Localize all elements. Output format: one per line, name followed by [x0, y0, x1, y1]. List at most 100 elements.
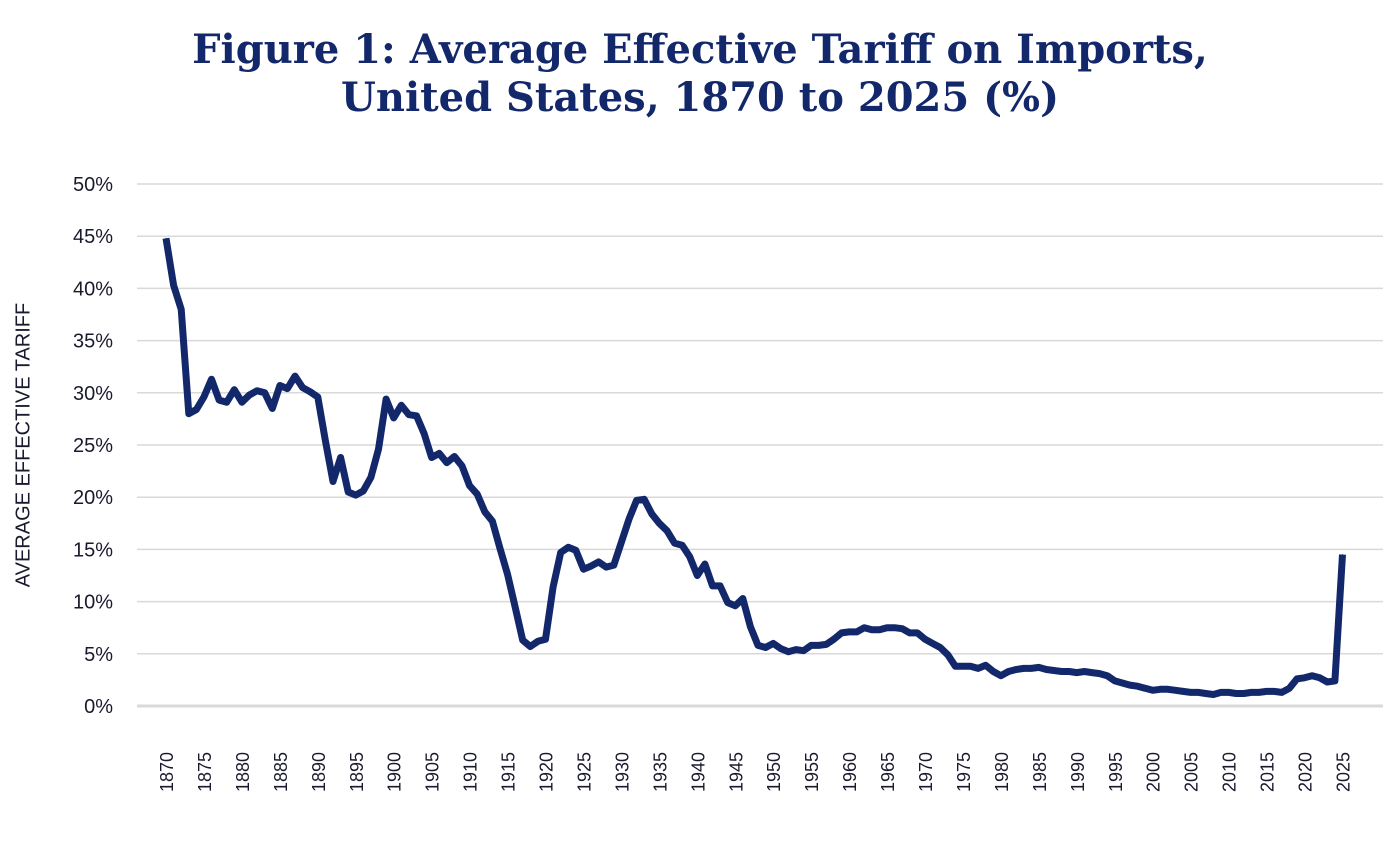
data-point: [1053, 670, 1055, 671]
data-point: [1008, 671, 1009, 672]
y-tick-label: 30%: [73, 383, 113, 405]
data-point: [522, 639, 524, 641]
data-point: [279, 385, 281, 386]
x-tick-label: 2015: [1258, 752, 1278, 792]
x-tick-label: 1925: [574, 752, 594, 792]
y-tick-label: 50%: [73, 174, 113, 196]
data-point: [218, 399, 220, 401]
x-tick-label: 1880: [233, 752, 253, 792]
data-point: [1144, 687, 1146, 689]
data-point: [400, 404, 402, 406]
data-point: [1167, 688, 1169, 690]
data-point: [1326, 681, 1328, 683]
data-point: [211, 378, 212, 380]
x-tick-label: 1935: [650, 752, 670, 792]
data-point: [636, 499, 638, 501]
data-point: [1099, 673, 1101, 675]
x-tick-label: 1995: [1106, 752, 1126, 792]
data-point: [431, 457, 433, 458]
x-tick-label: 1980: [992, 752, 1012, 792]
data-point: [992, 671, 994, 672]
data-point: [491, 520, 493, 522]
data-point: [879, 629, 880, 631]
y-tick-label: 10%: [73, 592, 113, 614]
data-point: [499, 547, 501, 549]
data-point: [916, 632, 918, 634]
x-tick-label: 1975: [954, 752, 974, 792]
data-point: [575, 549, 577, 551]
chart-title-line-2: United States, 1870 to 2025 (%): [340, 74, 1059, 121]
data-point: [165, 237, 167, 239]
data-point: [954, 665, 956, 667]
data-point: [1114, 680, 1116, 682]
x-tick-label: 1985: [1030, 752, 1050, 792]
x-tick-label: 1905: [423, 752, 443, 792]
data-point: [848, 631, 850, 633]
x-tick-label: 1930: [612, 752, 632, 792]
data-point: [757, 644, 759, 646]
data-point: [841, 632, 842, 634]
data-point: [514, 606, 516, 608]
data-point: [362, 490, 364, 492]
data-point: [1258, 691, 1260, 693]
data-point: [704, 563, 706, 565]
data-point: [856, 631, 858, 633]
data-point: [355, 494, 357, 496]
data-point: [605, 566, 607, 568]
data-point: [658, 522, 660, 524]
data-point: [765, 647, 767, 648]
x-tick-label: 2020: [1296, 752, 1316, 792]
data-point: [249, 394, 250, 396]
series-line: [162, 237, 1346, 698]
x-tick-label: 2025: [1333, 752, 1353, 792]
data-point: [643, 498, 645, 500]
x-tick-label: 1885: [271, 752, 291, 792]
data-point: [545, 638, 546, 640]
data-point: [651, 513, 653, 515]
data-point: [742, 598, 744, 599]
data-point: [188, 413, 190, 415]
data-point: [939, 647, 941, 648]
data-point: [370, 476, 372, 478]
x-tick-label: 1870: [157, 752, 177, 792]
data-point: [734, 605, 736, 607]
data-point: [909, 632, 911, 634]
x-tick-label: 1950: [764, 752, 784, 792]
data-point: [727, 602, 729, 604]
data-point: [461, 465, 463, 467]
data-point: [309, 391, 311, 393]
data-point: [1068, 671, 1070, 672]
x-tick-label: 1890: [309, 752, 329, 792]
data-point: [340, 457, 342, 458]
data-point: [1273, 690, 1275, 692]
data-point: [666, 530, 668, 532]
data-point: [271, 408, 273, 409]
data-point: [1023, 667, 1025, 669]
data-point: [924, 638, 926, 640]
data-point: [871, 629, 873, 631]
data-point: [932, 642, 934, 644]
y-tick-label: 20%: [73, 487, 113, 509]
data-point: [1243, 693, 1245, 694]
gridlines: [137, 183, 1383, 708]
x-tick-label: 1895: [347, 752, 367, 792]
data-point: [1205, 693, 1207, 694]
data-point: [1121, 682, 1123, 684]
x-tick-label: 1945: [726, 752, 746, 792]
data-point: [1288, 687, 1290, 689]
y-tick-label: 35%: [73, 331, 113, 353]
data-point: [416, 415, 417, 417]
data-point: [226, 401, 228, 403]
y-tick-label: 25%: [73, 435, 113, 457]
data-point: [476, 493, 478, 495]
data-point: [1304, 677, 1305, 679]
data-point: [620, 541, 622, 543]
data-point: [324, 440, 326, 442]
data-point: [1129, 684, 1131, 686]
data-point: [613, 564, 615, 566]
data-point: [453, 456, 455, 457]
data-point: [719, 585, 721, 587]
data-point: [1030, 667, 1032, 669]
data-point: [696, 575, 698, 576]
